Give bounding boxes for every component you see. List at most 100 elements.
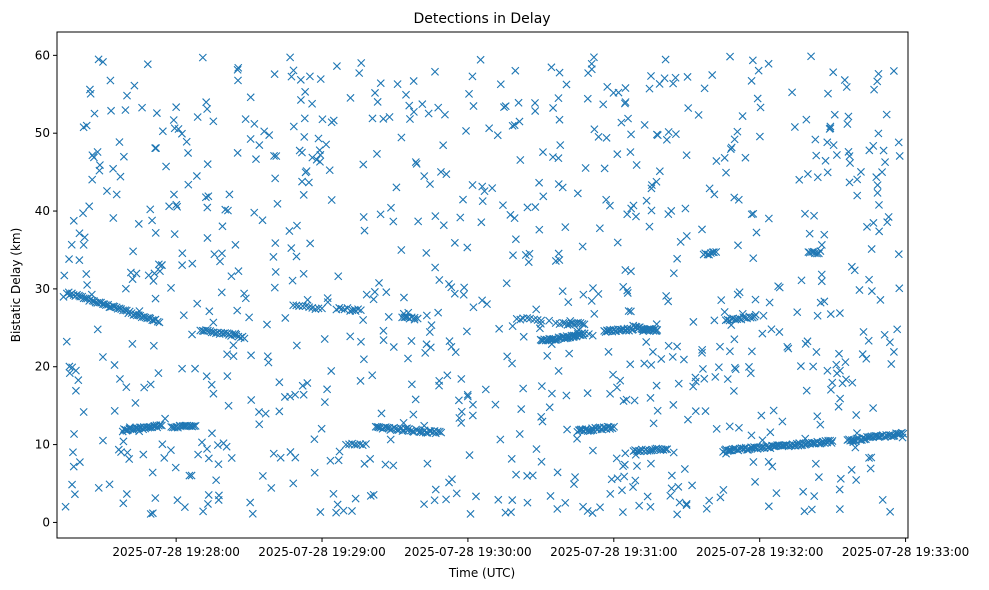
scatter-point — [306, 239, 315, 248]
scatter-point — [562, 80, 571, 89]
scatter-point — [143, 314, 152, 323]
scatter-point — [835, 309, 844, 318]
scatter-point — [619, 462, 628, 471]
scatter-point — [162, 162, 171, 171]
scatter-point — [873, 188, 882, 197]
scatter-point — [883, 218, 892, 227]
scatter-point — [65, 362, 74, 371]
scatter-point — [359, 355, 368, 364]
scatter-point — [893, 325, 902, 334]
scatter-point — [214, 460, 223, 469]
scatter-point — [247, 396, 256, 405]
scatter-point — [411, 158, 420, 167]
scatter-point — [404, 354, 412, 363]
scatter-point — [648, 347, 657, 356]
scatter-point — [647, 206, 656, 215]
scatter-point — [178, 261, 187, 270]
scatter-point — [747, 210, 756, 219]
scatter-point — [867, 453, 876, 462]
scatter-point — [894, 138, 903, 147]
scatter-point — [700, 84, 709, 93]
scatter-point — [463, 243, 472, 252]
scatter-point — [635, 501, 644, 510]
scatter-point — [234, 267, 243, 276]
scatter-point — [300, 132, 309, 141]
scatter-point — [788, 88, 797, 97]
scatter-point — [445, 478, 454, 487]
scatter-point — [70, 429, 79, 438]
scatter-point — [148, 509, 157, 518]
scatter-point — [379, 326, 388, 335]
scatter-point — [734, 241, 742, 250]
scatter-point — [144, 271, 153, 280]
scatter-point — [258, 471, 267, 480]
scatter-point — [555, 68, 564, 77]
scatter-point — [723, 375, 732, 384]
scatter-point — [519, 332, 528, 341]
scatter-point — [753, 94, 762, 103]
scatter-point — [334, 456, 343, 465]
scatter-point — [508, 322, 517, 331]
scatter-point — [878, 168, 887, 177]
scatter-point — [673, 342, 682, 351]
scatter-point — [375, 278, 383, 287]
scatter-point — [400, 313, 409, 322]
scatter-point — [579, 502, 588, 511]
scatter-point — [826, 385, 835, 394]
scatter-point — [233, 65, 242, 74]
scatter-point — [624, 114, 633, 123]
scatter-point — [609, 370, 618, 379]
scatter-point — [741, 153, 750, 162]
scatter-point — [532, 305, 541, 314]
scatter-point — [198, 53, 207, 62]
scatter-point — [304, 178, 313, 187]
scatter-point — [879, 146, 888, 155]
scatter-point — [578, 242, 587, 251]
scatter-point — [565, 349, 574, 358]
scatter-point — [711, 372, 720, 381]
scatter-point — [478, 296, 487, 305]
scatter-point — [836, 394, 845, 403]
scatter-point — [360, 459, 369, 468]
scatter-point — [410, 315, 419, 324]
scatter-point — [501, 508, 510, 517]
scatter-point — [109, 214, 118, 223]
scatter-point — [766, 428, 775, 437]
scatter-point — [177, 129, 186, 138]
y-tick-label: 20 — [35, 360, 50, 374]
scatter-point — [673, 254, 682, 263]
x-axis-label: Time (UTC) — [448, 566, 515, 580]
scatter-point — [93, 325, 102, 334]
scatter-point — [323, 298, 332, 307]
scatter-point — [157, 261, 166, 270]
scatter-point — [669, 79, 678, 88]
scatter-point — [280, 392, 289, 401]
scatter-point — [832, 151, 841, 159]
scatter-point — [545, 403, 554, 412]
scatter-point — [869, 218, 878, 227]
scatter-point — [205, 307, 214, 316]
scatter-point — [388, 424, 397, 433]
scatter-point — [382, 288, 391, 297]
scatter-point — [643, 492, 652, 501]
scatter-point — [830, 110, 839, 119]
scatter-point — [547, 63, 556, 72]
scatter-point — [661, 55, 670, 64]
scatter-point — [535, 178, 544, 187]
scatter-point — [216, 257, 224, 266]
scatter-point — [555, 115, 564, 124]
scatter-point — [870, 85, 879, 94]
scatter-point — [354, 305, 363, 314]
scatter-point — [85, 202, 94, 211]
scatter-point — [113, 304, 122, 313]
scatter-point — [402, 90, 410, 99]
scatter-point — [698, 364, 707, 373]
scatter-point — [519, 384, 528, 393]
scatter-point — [381, 460, 390, 469]
scatter-point — [814, 249, 823, 258]
scatter-point — [600, 164, 609, 173]
scatter-point — [697, 348, 706, 357]
scatter-point — [376, 210, 385, 219]
scatter-point — [229, 352, 238, 361]
scatter-point — [820, 438, 829, 447]
